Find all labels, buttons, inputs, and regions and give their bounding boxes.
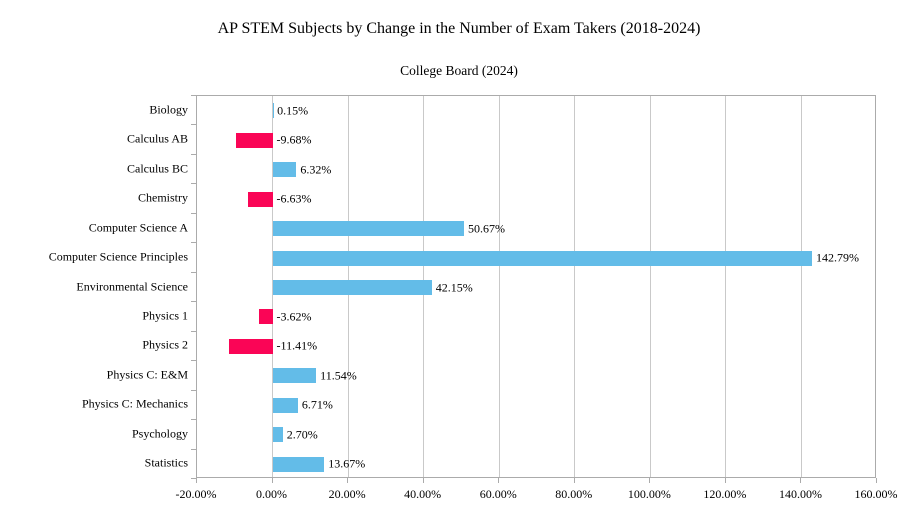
x-axis-tick — [800, 478, 802, 483]
x-axis-tick — [876, 478, 877, 483]
category-label: Calculus AB — [126, 131, 188, 146]
category-label: Psychology — [131, 426, 188, 441]
y-axis-tick — [191, 360, 196, 361]
y-axis-tick — [191, 272, 196, 273]
value-label: 42.15% — [435, 280, 473, 294]
y-axis-tick — [191, 213, 196, 214]
value-label: 0.15% — [277, 103, 309, 118]
bar-statistics — [272, 456, 325, 472]
x-axis-tick — [271, 478, 273, 483]
category-label: Physics 2 — [142, 337, 188, 352]
value-label: 13.67% — [328, 456, 366, 471]
y-axis-tick — [191, 390, 196, 391]
category-label: Physics C: E&M — [106, 367, 188, 382]
gridline — [574, 96, 576, 477]
y-axis-tick — [191, 124, 196, 125]
bar-computer-science-a — [272, 221, 464, 237]
gridline — [800, 96, 802, 477]
value-label: -9.68% — [276, 132, 312, 147]
x-axis-label: 140.00% — [778, 487, 822, 501]
x-axis-label: 60.00% — [479, 487, 517, 501]
category-label: Physics C: Mechanics — [82, 396, 188, 411]
category-label: Computer Science A — [88, 220, 188, 235]
y-axis-tick — [191, 154, 196, 155]
bar-physics-c-e-m — [272, 368, 317, 384]
value-label: 2.70% — [286, 427, 318, 442]
bar-physics-1 — [258, 309, 273, 325]
bar-chemistry — [247, 191, 273, 207]
x-axis-label: 0.00% — [256, 487, 288, 501]
y-axis-tick — [191, 183, 196, 184]
y-axis-tick — [191, 331, 196, 332]
bar-biology — [272, 103, 274, 119]
category-label: Statistics — [144, 455, 188, 470]
x-axis-tick — [573, 478, 575, 483]
gridline — [725, 96, 727, 477]
value-label: -11.41% — [276, 338, 318, 353]
gridline — [649, 96, 651, 477]
value-label: 6.71% — [301, 397, 333, 412]
y-axis-tick — [191, 449, 196, 450]
bar-environmental-science — [272, 280, 432, 295]
x-axis-label: 120.00% — [703, 487, 747, 501]
x-axis-tick — [422, 478, 424, 483]
y-axis-tick — [191, 95, 196, 96]
x-axis-label: -20.00% — [175, 487, 217, 501]
x-axis-label: 160.00% — [854, 487, 898, 501]
value-label: -6.63% — [276, 191, 312, 206]
x-axis-tick — [724, 478, 726, 483]
value-label: 142.79% — [815, 250, 859, 265]
bar-computer-science-principles — [272, 250, 812, 266]
x-axis-tick — [196, 478, 197, 483]
value-label: -3.62% — [276, 309, 312, 324]
chart-subtitle: College Board (2024) — [400, 63, 518, 78]
x-axis-label: 80.00% — [555, 487, 593, 501]
bar-calculus-bc — [272, 162, 297, 178]
x-axis-label: 20.00% — [328, 487, 366, 501]
x-axis-tick — [498, 478, 500, 483]
value-label: 11.54% — [320, 368, 357, 383]
y-axis-tick — [191, 478, 196, 479]
value-label: 50.67% — [467, 221, 505, 236]
bar-physics-2 — [229, 338, 273, 354]
bar-psychology — [272, 427, 283, 443]
bar-calculus-ab — [235, 132, 273, 148]
category-label: Physics 1 — [142, 308, 188, 323]
x-axis-tick — [649, 478, 651, 483]
category-label: Calculus BC — [126, 161, 188, 176]
category-label: Computer Science Principles — [48, 249, 188, 264]
y-axis-tick — [191, 419, 196, 420]
plot-area: 0.15% -9.68% 6.32% -6.63% 50.67% 142.79% 42.15… — [196, 95, 876, 478]
value-label: 6.32% — [300, 162, 332, 177]
bar-physics-c-mechanics — [272, 397, 298, 413]
x-axis-label: 40.00% — [404, 487, 442, 501]
x-axis-tick — [347, 478, 349, 483]
y-axis-tick — [191, 242, 196, 243]
y-axis-tick — [191, 301, 196, 302]
category-label: Biology — [149, 102, 188, 117]
chart-title: AP STEM Subjects by Change in the Number… — [217, 20, 701, 37]
x-axis-label: 100.00% — [627, 487, 671, 501]
category-label: Chemistry — [138, 190, 188, 205]
gridline — [498, 96, 500, 477]
category-label: Environmental Science — [76, 279, 188, 293]
